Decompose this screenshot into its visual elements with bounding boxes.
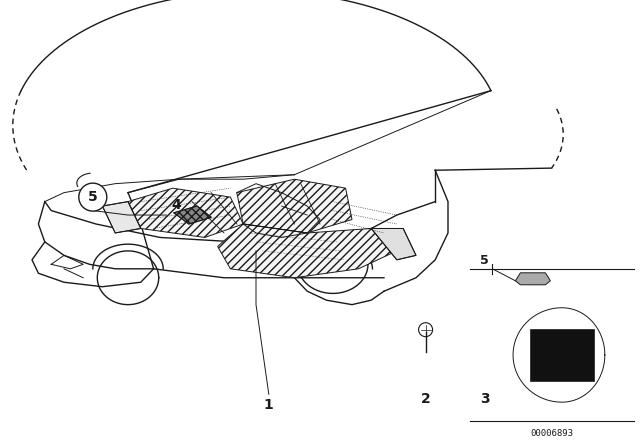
Text: 1: 1 bbox=[264, 398, 274, 413]
Text: 2: 2 bbox=[420, 392, 431, 406]
Bar bbox=[530, 329, 594, 381]
Text: 5: 5 bbox=[88, 190, 98, 204]
Text: 4: 4 bbox=[171, 198, 181, 212]
Polygon shape bbox=[515, 273, 550, 285]
Polygon shape bbox=[218, 224, 397, 278]
Text: 00006893: 00006893 bbox=[531, 429, 573, 438]
Circle shape bbox=[79, 183, 107, 211]
Polygon shape bbox=[102, 202, 141, 233]
Text: 3: 3 bbox=[479, 392, 490, 406]
Polygon shape bbox=[174, 206, 211, 224]
Polygon shape bbox=[128, 188, 243, 237]
Polygon shape bbox=[371, 228, 416, 260]
Polygon shape bbox=[237, 179, 352, 233]
Text: 5: 5 bbox=[481, 254, 489, 267]
